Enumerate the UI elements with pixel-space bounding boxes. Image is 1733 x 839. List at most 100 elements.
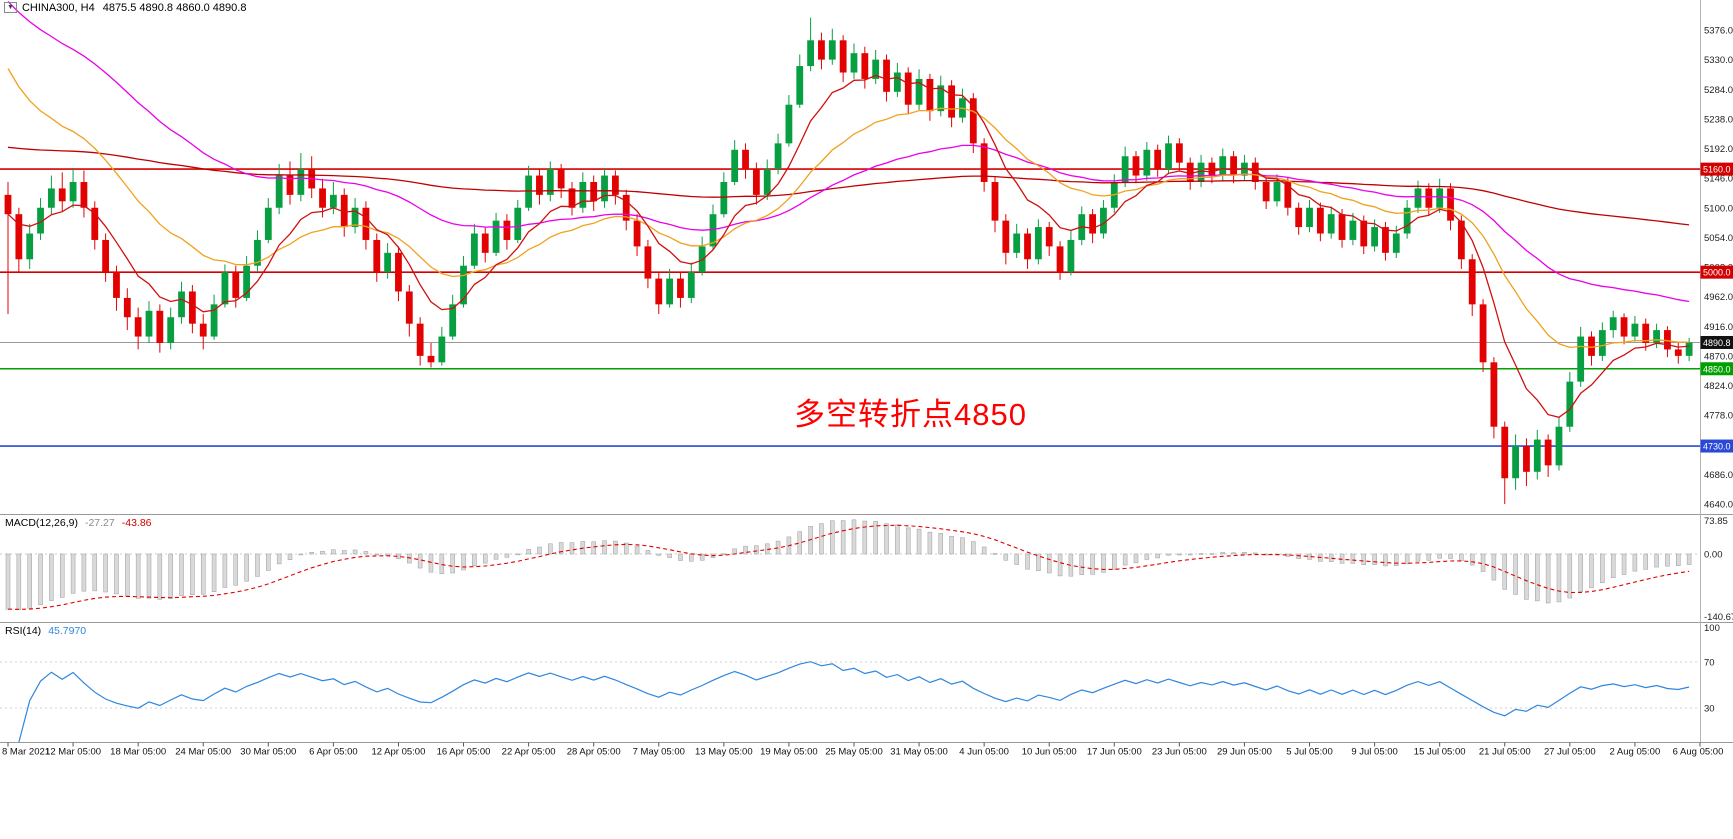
candle [1034,227,1042,260]
macd-bar [266,553,271,571]
price-axis-label: 4640.0 [1704,500,1733,511]
ohlc-values: 4875.5 4890.8 4860.0 4890.8 [102,2,247,14]
candle [1327,214,1335,234]
macd-bar [1524,553,1529,600]
candle [1338,214,1346,240]
macd-bar [1328,553,1334,562]
annotation-text[interactable]: 多空转折点4850 [794,397,1027,432]
macd-bar [1394,553,1399,566]
macd-bar [1350,553,1356,564]
macd-bar [1643,553,1648,570]
price-badge-5160.0-text: 5160.0 [1703,165,1731,175]
macd-bar [754,545,759,555]
macd-bar [200,553,206,595]
macd-bar [1112,553,1117,570]
macd-bar [1686,553,1692,565]
macd-bar [341,550,347,555]
candle [1609,317,1617,331]
candle [1414,188,1422,208]
candle [1165,143,1172,170]
candle [134,317,142,337]
macd-bar [1133,553,1139,564]
candle [91,207,99,240]
macd-bar [222,553,228,588]
candle [69,181,77,202]
candle [405,291,413,324]
chart-collapse-icon[interactable]: ▼ [4,2,17,13]
candle [145,310,153,337]
macd-bar [1459,553,1464,562]
candle [1284,181,1292,208]
macd-bar [1155,553,1160,559]
candle [1024,233,1031,260]
candle [980,143,988,182]
candle [1143,149,1151,176]
price-axis-label: 5284.0 [1704,85,1733,96]
rsi-line [18,661,1690,742]
candle [1295,207,1303,228]
candle [1674,349,1682,356]
candle [893,72,901,92]
macd-bar [1383,553,1388,567]
candle [752,169,760,195]
time-axis-label: 24 Mar 05:00 [175,747,231,758]
macd-bar [960,537,965,555]
candle [188,291,196,324]
candle [644,246,652,279]
macd-bar [276,553,282,565]
candle [590,181,598,202]
macd-bar [1003,553,1009,561]
macd-scale-label: 73.85 [1704,516,1728,527]
candle [1533,439,1541,472]
macd-bar [623,542,629,555]
candle [47,188,55,208]
macd-bar [656,553,662,556]
macd-bar [1469,553,1475,566]
macd-bar [135,553,141,599]
macd-bar [905,527,911,555]
candle [319,188,326,208]
time-axis-label: 29 Jun 05:00 [1217,747,1272,758]
candle [1555,426,1563,466]
candle [1664,330,1671,350]
macd-bar [49,553,54,601]
macd-bar [1426,553,1432,561]
candle [1479,304,1487,363]
time-axis-label: 16 Apr 05:00 [437,747,491,758]
candle [1208,162,1216,176]
macd-bar [1567,553,1573,599]
price-badge-5000.0-text: 5000.0 [1703,268,1731,278]
candle [1523,446,1530,472]
price-axis-label: 5376.0 [1704,26,1733,37]
macd-bar [537,546,542,555]
macd-bar [1177,553,1182,556]
macd-bar [331,549,336,555]
rsi-indicator-label: RSI(14) 45.7970 [5,625,86,637]
price-badge-4730.0-text: 4730.0 [1703,442,1731,452]
candle [243,265,251,298]
candle [1100,207,1107,234]
macd-bar [190,553,195,595]
macd-bar [613,540,618,555]
candle [1436,188,1444,208]
candle [4,194,12,215]
price-axis-label: 4686.0 [1704,470,1733,481]
macd-bar [548,543,553,555]
candle [926,78,934,112]
macd-bar [472,553,477,566]
candle [362,207,370,240]
candle [763,169,771,195]
candle [460,265,467,305]
candle [1512,446,1519,479]
macd-bar [667,553,672,558]
candle [80,181,88,208]
macd-bar [884,523,889,555]
candle [1403,207,1411,234]
macd-bar [103,553,108,593]
macd-bar [70,553,76,594]
candle [373,239,381,273]
time-axis-label: 30 Mar 05:00 [240,747,296,758]
candle [449,304,457,337]
macd-bar [1665,553,1670,567]
